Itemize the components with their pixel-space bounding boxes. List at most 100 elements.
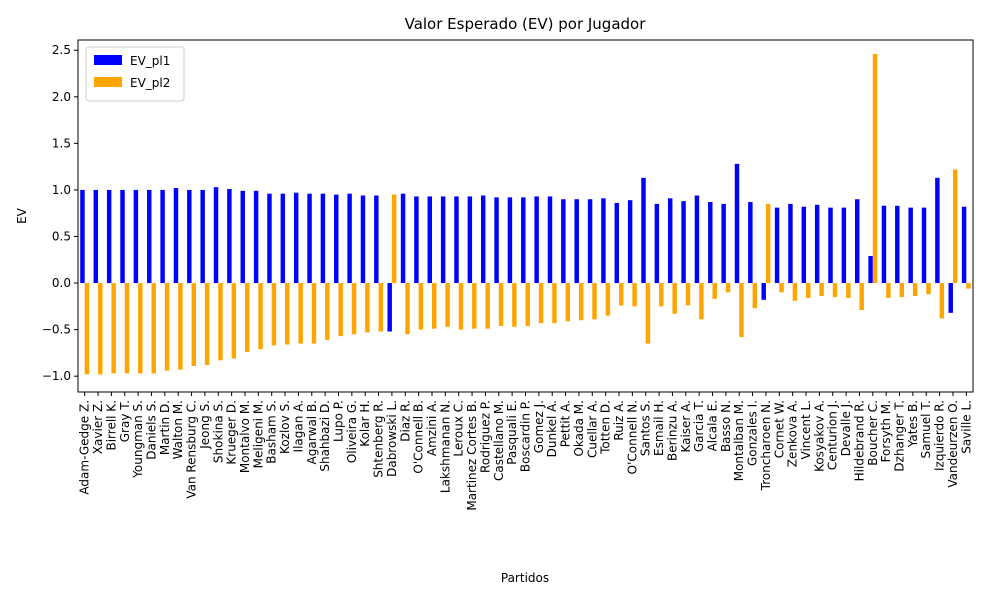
y-tick-label: 0.5 (52, 229, 71, 243)
bar (253, 190, 259, 284)
bar (164, 283, 170, 371)
bar (311, 283, 317, 344)
x-tick-label: Lakshmanan N. (438, 400, 452, 493)
x-tick-label: Samuel T. (919, 400, 933, 459)
bar (521, 197, 526, 284)
x-tick-label: Zenkova A. (786, 400, 800, 467)
x-tick-label: Dunkel A. (545, 400, 559, 457)
x-tick-label: Vandeurzen O. (946, 400, 960, 488)
bar (645, 283, 651, 344)
bar (512, 283, 517, 327)
bar (320, 193, 326, 284)
x-tick-label: Forsyth M. (879, 400, 893, 462)
bar (160, 189, 165, 284)
bar (868, 256, 873, 284)
bar (151, 283, 156, 374)
bar (792, 283, 798, 301)
legend-swatch (94, 55, 122, 65)
bar (218, 283, 223, 361)
bar (774, 207, 780, 284)
bar (133, 189, 139, 284)
bar (231, 283, 237, 359)
bar (801, 206, 807, 284)
x-tick-label: Pettit A. (559, 400, 573, 447)
bar (601, 198, 606, 284)
bar (360, 195, 366, 284)
bar (227, 188, 232, 284)
y-tick-label: −0.5 (42, 323, 71, 337)
bar (641, 177, 646, 284)
bar (872, 53, 878, 284)
y-tick-label: 2.5 (52, 43, 71, 57)
x-tick-label: Garcia T. (692, 400, 706, 452)
bar (565, 283, 571, 322)
bar (739, 283, 744, 338)
bar (948, 283, 953, 313)
bar (761, 283, 766, 300)
y-tick-label: 1.5 (52, 136, 71, 150)
bar (685, 283, 691, 306)
x-tick-label: Troncharoen N. (759, 400, 773, 491)
x-tick-label: Boscardin P. (519, 400, 533, 472)
bar (552, 283, 557, 324)
bar (494, 197, 499, 284)
bar (440, 196, 446, 284)
bar (961, 206, 967, 284)
bar (307, 193, 312, 284)
bar (667, 198, 673, 284)
bar (926, 283, 931, 295)
bar (418, 283, 424, 330)
bar (244, 283, 250, 352)
bar (921, 207, 927, 284)
bar (147, 189, 152, 284)
x-tick-label: Martinez Cortes B. (465, 400, 479, 511)
legend-swatch (94, 77, 122, 87)
bar (935, 177, 940, 284)
bar (578, 283, 584, 321)
x-tick-label: Vincent L. (799, 400, 813, 460)
x-tick-label: Martin D. (158, 400, 172, 455)
bar (952, 169, 958, 284)
bar (258, 283, 263, 350)
bar (806, 283, 811, 298)
bar (699, 283, 704, 320)
bar (846, 283, 851, 298)
bar (681, 201, 686, 284)
bar (841, 207, 847, 284)
bar (614, 202, 620, 284)
x-tick-label: Montalvo M. (238, 400, 252, 473)
bar (285, 283, 290, 345)
x-tick-label: Kaiser A. (679, 400, 693, 453)
bar (561, 199, 566, 284)
bar (734, 163, 740, 284)
x-tick-label: Ilagan A. (291, 400, 305, 452)
x-tick-label: Dabrowski L. (385, 400, 399, 477)
bar (534, 196, 539, 284)
x-tick-label: Dzhanger T. (893, 400, 907, 472)
x-tick-label: Yates B. (906, 400, 920, 448)
bar (721, 203, 726, 284)
bar (708, 202, 713, 284)
x-tick-label: Diaz R. (398, 400, 412, 442)
x-tick-label: Alcala E. (706, 400, 720, 451)
bar (480, 195, 486, 284)
bar (240, 190, 245, 284)
bar (427, 196, 432, 284)
bar (271, 283, 277, 346)
bar (467, 196, 473, 284)
x-tick-label: Youngman S. (131, 400, 145, 479)
bar (138, 283, 143, 374)
bar (445, 283, 450, 327)
bar (939, 283, 945, 319)
x-tick-label: Totten D. (599, 400, 613, 455)
bar (547, 196, 553, 284)
x-tick-label: Xavier Z. (91, 400, 105, 454)
y-axis-label: EV (15, 207, 29, 224)
bar (472, 283, 477, 329)
x-tick-label: O'Connell B. (412, 400, 426, 474)
bar (173, 188, 179, 284)
x-tick-label: Boucher C. (866, 400, 880, 466)
bar (859, 283, 864, 311)
bar (788, 203, 793, 284)
